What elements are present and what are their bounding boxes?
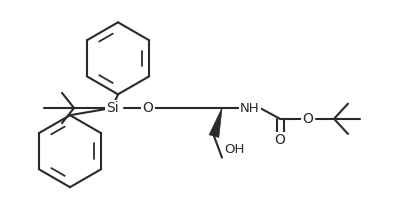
Polygon shape	[209, 108, 222, 137]
Text: O: O	[142, 101, 154, 115]
Text: O: O	[302, 112, 314, 126]
Text: Si: Si	[106, 101, 118, 115]
Text: OH: OH	[224, 143, 244, 156]
Text: O: O	[274, 133, 286, 147]
Text: NH: NH	[240, 102, 260, 114]
